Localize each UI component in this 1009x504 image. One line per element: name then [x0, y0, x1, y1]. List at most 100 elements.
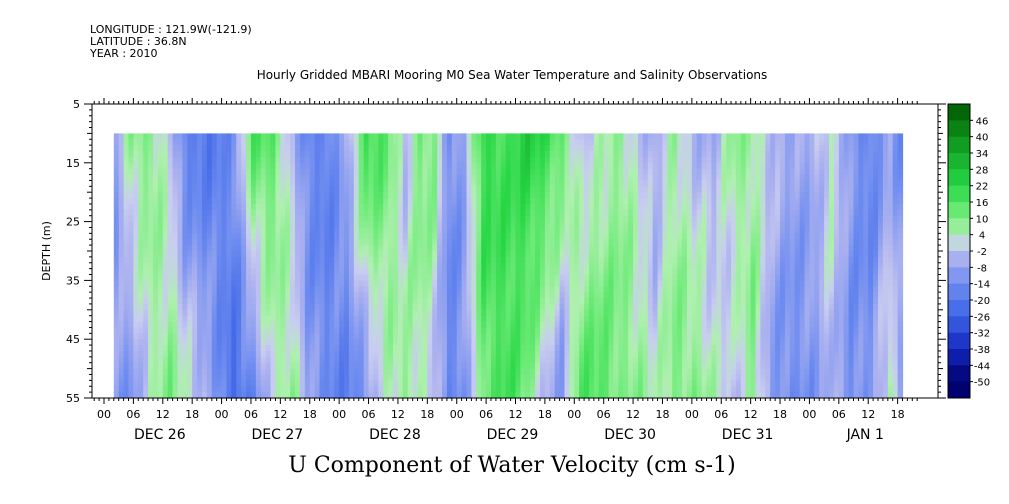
heatmap-cell [339, 286, 345, 293]
heatmap-cell [221, 268, 228, 276]
heatmap-cell [162, 362, 169, 370]
heatmap-cell [569, 268, 575, 276]
heatmap-cell [148, 245, 154, 252]
heatmap-cell [623, 321, 629, 329]
heatmap-cell [201, 339, 208, 346]
heatmap-cell [221, 274, 228, 281]
heatmap-cell [637, 145, 644, 152]
heatmap-cell [637, 368, 644, 376]
heatmap-cell [260, 180, 267, 187]
heatmap-cell [544, 386, 551, 393]
heatmap-cell [397, 209, 404, 217]
heatmap-cell [295, 309, 301, 317]
heatmap-cell [197, 327, 203, 334]
heatmap-cell [525, 339, 531, 346]
heatmap-cell [652, 133, 659, 140]
heatmap-cell [368, 321, 375, 329]
heatmap-cell [383, 309, 389, 317]
heatmap-cell [172, 256, 179, 264]
heatmap-cell [628, 256, 634, 264]
heatmap-cell [481, 192, 487, 199]
heatmap-cell [525, 345, 531, 352]
heatmap-cell [412, 209, 419, 217]
heatmap-cell [466, 239, 473, 246]
heatmap-cell [167, 139, 174, 146]
heatmap-cell [241, 233, 247, 240]
heatmap-cell [250, 356, 257, 364]
heatmap-cell [554, 345, 561, 352]
heatmap-cell [417, 151, 424, 158]
heatmap-cell [520, 256, 526, 264]
heatmap-cell [285, 339, 291, 346]
heatmap-cell [486, 239, 492, 246]
heatmap-cell [378, 215, 384, 223]
heatmap-cell [525, 251, 531, 258]
heatmap-cell [598, 239, 605, 246]
heatmap-cell [187, 139, 193, 146]
heatmap-cell [167, 233, 174, 240]
heatmap-cell [334, 203, 340, 211]
heatmap-cell [564, 133, 570, 140]
heatmap-cell [647, 145, 654, 152]
heatmap-cell [280, 215, 286, 223]
heatmap-cell [515, 151, 521, 158]
heatmap-cell [618, 280, 624, 287]
heatmap-cell [598, 368, 605, 376]
heatmap-cell [647, 262, 654, 270]
heatmap-cell [652, 233, 659, 240]
heatmap-cell [412, 345, 419, 352]
heatmap-cell [466, 215, 473, 223]
heatmap-cell [471, 386, 477, 393]
heatmap-cell [329, 280, 335, 287]
heatmap-cell [192, 380, 198, 387]
heatmap-cell [451, 251, 458, 258]
heatmap-cell [344, 198, 350, 205]
heatmap-cell [177, 356, 183, 364]
heatmap-cell [539, 227, 546, 234]
heatmap-cell [285, 192, 291, 199]
heatmap-cell [152, 374, 159, 381]
heatmap-cell [539, 215, 546, 223]
heatmap-cell [593, 209, 600, 217]
heatmap-cell [143, 356, 149, 364]
heatmap-cell [388, 203, 394, 211]
heatmap-cell [314, 315, 321, 323]
heatmap-cell [393, 145, 399, 152]
heatmap-cell [628, 345, 634, 352]
heatmap-cell [368, 162, 375, 170]
heatmap-cell [113, 156, 120, 164]
heatmap-cell [633, 203, 639, 211]
heatmap-cell [481, 215, 487, 223]
heatmap-cell [393, 380, 399, 387]
heatmap-cell [417, 198, 424, 205]
heatmap-cell [246, 168, 252, 176]
heatmap-cell [133, 327, 139, 334]
heatmap-cell [157, 350, 164, 358]
heatmap-cell [133, 162, 139, 170]
heatmap-cell [402, 192, 409, 199]
heatmap-cell [549, 315, 556, 323]
heatmap-cell [397, 386, 404, 393]
heatmap-cell [393, 339, 399, 346]
heatmap-cell [329, 239, 335, 246]
heatmap-cell [476, 215, 482, 223]
heatmap-cell [231, 198, 237, 205]
heatmap-cell [285, 215, 291, 223]
heatmap-cell [422, 374, 428, 381]
heatmap-cell [481, 298, 487, 305]
heatmap-cell [637, 309, 644, 317]
heatmap-cell [231, 368, 237, 376]
heatmap-cell [505, 162, 512, 170]
heatmap-cell [412, 321, 419, 329]
heatmap-cell [549, 221, 556, 229]
heatmap-cell [143, 262, 149, 270]
heatmap-cell [285, 315, 291, 323]
heatmap-cell [559, 392, 566, 399]
heatmap-cell [123, 227, 130, 234]
heatmap-cell [417, 356, 424, 364]
heatmap-cell [236, 327, 242, 334]
heatmap-cell [187, 168, 193, 176]
heatmap-cell [182, 350, 188, 358]
heatmap-cell [647, 156, 654, 164]
heatmap-cell [334, 221, 340, 229]
